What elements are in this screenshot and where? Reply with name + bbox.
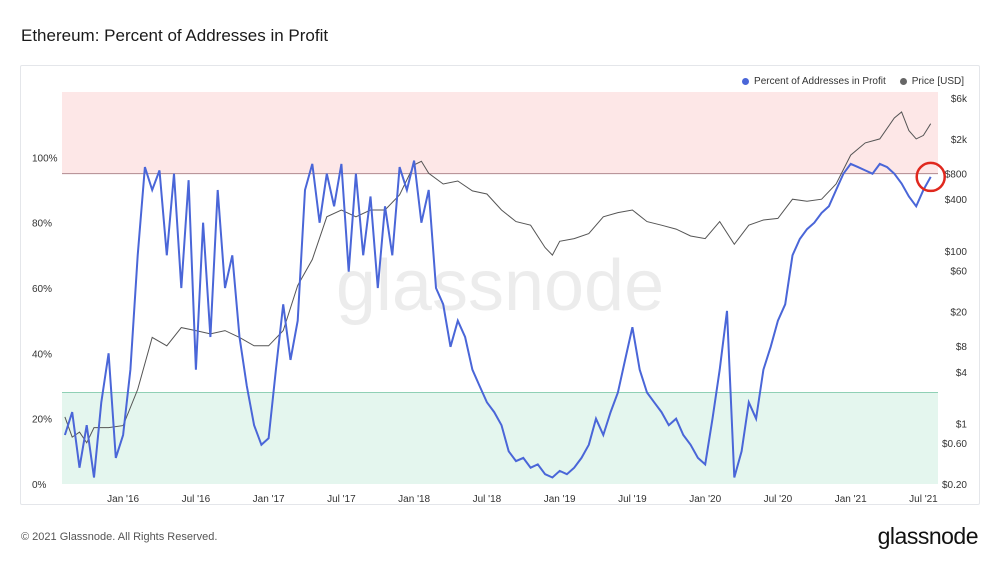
watermark-text: glassnode xyxy=(336,246,664,326)
highlight-circle xyxy=(915,161,946,193)
x-tick-label: Jan '16 xyxy=(107,494,139,505)
legend-dot-profit-icon xyxy=(742,78,750,85)
left-tick-label: 60% xyxy=(32,284,52,295)
left-tick-label: 80% xyxy=(32,219,52,230)
profit-series-line xyxy=(63,160,932,479)
x-tick-label: Jul '18 xyxy=(473,494,502,505)
left-tick-label: 20% xyxy=(32,415,52,426)
right-tick-label: $1 xyxy=(956,420,968,431)
x-tick-label: Jan '21 xyxy=(835,494,867,505)
x-tick-label: Jul '20 xyxy=(764,494,793,505)
right-tick-label: $4 xyxy=(956,368,968,379)
x-tick-label: Jan '19 xyxy=(544,494,576,505)
left-tick-label: 0% xyxy=(32,480,47,491)
legend-item-profit[interactable]: Percent of Addresses in Profit xyxy=(742,76,886,87)
x-tick-label: Jul '19 xyxy=(618,494,647,505)
right-tick-label: $60 xyxy=(950,266,967,277)
left-tick-label: 40% xyxy=(32,349,52,360)
copyright: © 2021 Glassnode. All Rights Reserved. xyxy=(21,531,218,543)
right-tick-label: $6k xyxy=(951,94,968,105)
legend-item-price[interactable]: Price [USD] xyxy=(899,76,964,87)
right-axis: $0.20 $0.60 $1 $4 $8 $20 $60 $100 $400 $800 $2k $6k xyxy=(942,94,968,491)
legend-dot-price-icon xyxy=(899,78,907,85)
x-tick-label: Jan '20 xyxy=(689,494,721,505)
right-tick-label: $800 xyxy=(945,169,968,180)
right-tick-label: $400 xyxy=(945,195,968,206)
legend-label-price: Price [USD] xyxy=(911,76,964,87)
x-tick-label: Jan '17 xyxy=(253,494,285,505)
x-axis: Jan '16 Jul '16 Jan '17 Jul '17 Jan '18 Jul '… xyxy=(107,494,938,505)
right-tick-label: $0.60 xyxy=(942,439,967,450)
x-tick-label: Jan '18 xyxy=(398,494,430,505)
chart-card xyxy=(20,65,980,505)
left-tick-label: 100% xyxy=(32,153,58,164)
band-upper xyxy=(62,92,938,174)
chart-title: Ethereum: Percent of Addresses in Profit xyxy=(21,26,329,45)
right-tick-label: $100 xyxy=(945,247,968,258)
right-tick-label: $0.20 xyxy=(942,480,967,491)
x-tick-label: Jul '16 xyxy=(182,494,211,505)
left-axis: 0% 20% 40% 60% 80% 100% xyxy=(32,153,58,491)
right-tick-label: $20 xyxy=(950,307,967,318)
legend-label-profit: Percent of Addresses in Profit xyxy=(754,76,886,87)
legend: Percent of Addresses in Profit Price [US… xyxy=(742,76,964,87)
x-tick-label: Jul '21 xyxy=(909,494,938,505)
right-tick-label: $2k xyxy=(951,135,968,146)
glassnode-logo[interactable]: glassnode xyxy=(877,523,979,549)
x-tick-label: Jul '17 xyxy=(327,494,356,505)
right-tick-label: $8 xyxy=(956,342,968,353)
band-lower xyxy=(62,392,938,484)
price-series-line xyxy=(64,111,932,444)
